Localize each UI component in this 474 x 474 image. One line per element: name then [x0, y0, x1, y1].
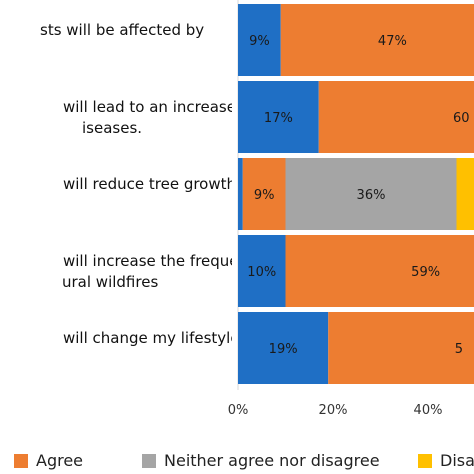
data-label-blue-3: 10% [247, 265, 276, 280]
data-label-agree-4: 5 [455, 342, 463, 357]
category-label-line [0, 349, 232, 370]
category-label-1: will lead to an increase in iseases. [0, 97, 232, 139]
bar-segment-blue-2 [238, 158, 243, 230]
data-label-agree-1: 60 [453, 111, 470, 126]
category-label-0: sts will be affected by [0, 20, 232, 62]
legend-swatch-agree [14, 454, 28, 468]
bar-segment-disa-2 [456, 158, 474, 230]
category-label-3: will increase the frequency ural wildfire… [0, 251, 232, 293]
category-label-line: iseases. [82, 119, 143, 137]
category-label-line: sts will be affected by [40, 21, 205, 39]
data-label-blue-0: 9% [249, 34, 270, 49]
category-label-line: will change my lifestyle. [63, 329, 232, 347]
legend-label-agree: Agree [36, 451, 84, 470]
bar-segment-neither-agree-nor-disagree-2 [285, 158, 457, 230]
category-label-line: will lead to an increase in [63, 98, 232, 116]
legend-swatch-neither [142, 454, 156, 468]
bar-segment-blue-1 [238, 81, 319, 153]
bar-segment-agree-4 [328, 312, 474, 384]
category-label-2: will reduce tree growth/ [0, 174, 232, 216]
legend-label-neither: Neither agree nor disagree [164, 451, 380, 470]
data-label-neither-agree-nor-disagree-2: 36% [357, 188, 386, 203]
bar-segment-agree-3 [285, 235, 474, 307]
category-label-line: will reduce tree growth/ [63, 175, 232, 193]
x-tick-label-1: 20% [319, 403, 348, 418]
category-label-line [0, 195, 232, 216]
data-label-agree-0: 47% [378, 34, 407, 49]
bar-segment-agree-0 [280, 4, 474, 76]
data-label-agree-3: 59% [411, 265, 440, 280]
bar-segment-blue-0 [238, 4, 281, 76]
data-label-blue-1: 17% [264, 111, 293, 126]
bar-segment-agree-2 [242, 158, 286, 230]
legend: Agree Neither agree nor disagree Disa [0, 447, 474, 473]
bar-segment-blue-3 [238, 235, 286, 307]
bar-segment-blue-4 [238, 312, 329, 384]
data-label-agree-2: 9% [254, 188, 275, 203]
data-label-blue-4: 19% [269, 342, 298, 357]
category-label-4: will change my lifestyle. [0, 328, 232, 370]
x-tick-label-2: 40% [414, 403, 443, 418]
category-label-line: ural wildfires [62, 273, 159, 291]
x-tick-label-0: 0% [228, 403, 249, 418]
bar-segment-agree-1 [318, 81, 474, 153]
legend-swatch-disagree [418, 454, 432, 468]
category-label-line: will increase the frequency [63, 252, 232, 270]
category-label-line [0, 41, 232, 62]
legend-label-disagree: Disa [440, 451, 474, 470]
